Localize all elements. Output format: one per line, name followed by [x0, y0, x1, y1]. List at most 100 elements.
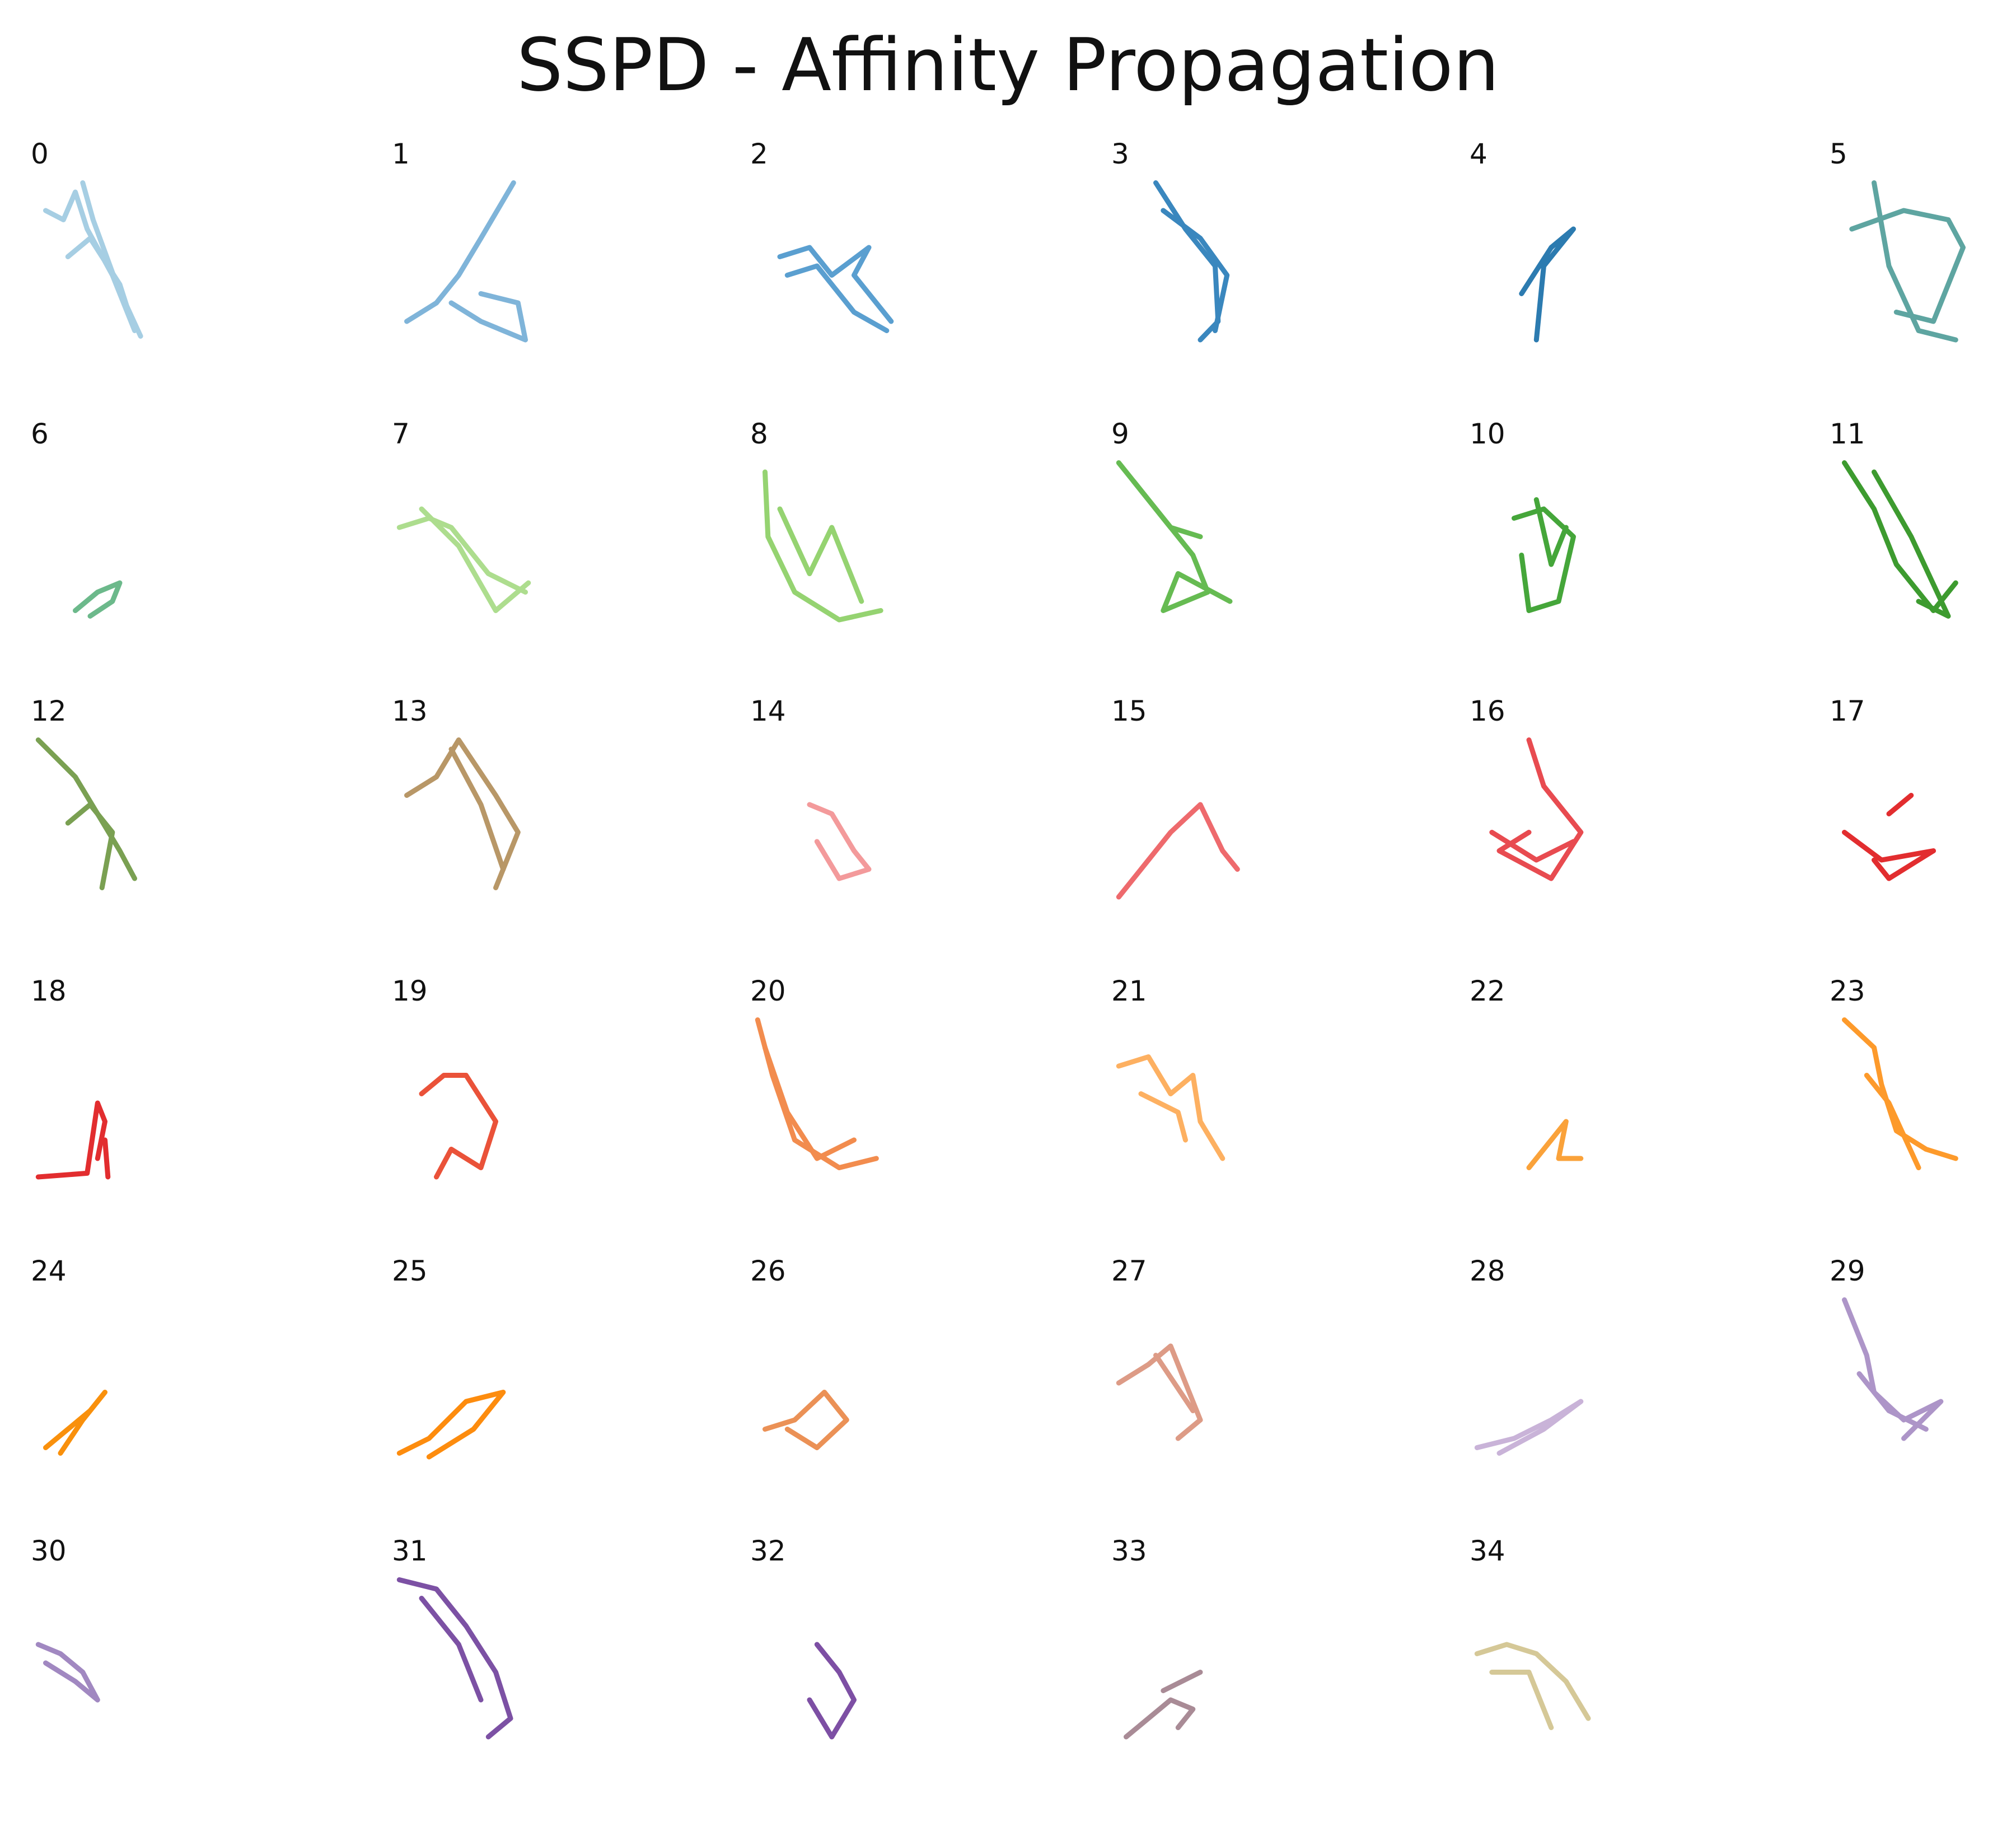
trajectory-line-4-0	[1519, 226, 1576, 343]
trajectory-line-29-1	[1856, 1371, 1929, 1432]
trajectory-line-17-0	[1842, 830, 1936, 881]
cluster-label-20: 20	[750, 975, 786, 1007]
cluster-label-9: 9	[1111, 418, 1129, 450]
trajectory-line-33-0	[1124, 1697, 1196, 1740]
cluster-label-32: 32	[750, 1535, 786, 1567]
trajectory-line-2-1	[784, 263, 890, 333]
trajectory-line-27-0	[1116, 1343, 1203, 1441]
trajectory-line-3-1	[1161, 208, 1230, 333]
cluster-label-21: 21	[1111, 975, 1147, 1007]
cluster-label-27: 27	[1111, 1255, 1147, 1287]
trajectory-line-11-0	[1842, 460, 1958, 613]
cluster-label-17: 17	[1830, 695, 1865, 727]
cluster-label-31: 31	[392, 1535, 428, 1567]
cluster-panel-13: 13	[392, 695, 521, 890]
trajectory-line-13-1	[448, 746, 506, 872]
cluster-panel-14: 14	[750, 695, 872, 881]
cluster-label-23: 23	[1830, 975, 1865, 1007]
trajectory-line-2-0	[777, 245, 894, 324]
trajectory-line-24-0	[43, 1390, 107, 1456]
cluster-panel-30: 30	[31, 1535, 100, 1703]
trajectory-line-0-1	[80, 180, 143, 339]
trajectory-line-22-0	[1526, 1119, 1584, 1170]
trajectory-line-12-1	[65, 802, 115, 890]
cluster-panel-34: 34	[1470, 1535, 1591, 1730]
trajectory-line-27-1	[1153, 1353, 1196, 1413]
cluster-label-29: 29	[1830, 1255, 1865, 1287]
cluster-label-22: 22	[1470, 975, 1505, 1007]
cluster-panel-23: 23	[1830, 975, 1958, 1170]
trajectory-line-7-1	[419, 506, 531, 613]
cluster-label-18: 18	[31, 975, 67, 1007]
cluster-panel-15: 15	[1111, 695, 1240, 900]
cluster-label-6: 6	[31, 418, 49, 450]
trajectory-line-18-0	[35, 1100, 107, 1180]
trajectory-line-34-1	[1489, 1670, 1554, 1730]
trajectory-line-6-0	[73, 580, 123, 619]
cluster-label-2: 2	[750, 138, 768, 170]
cluster-panel-1: 1	[392, 138, 528, 343]
trajectory-line-7-0	[396, 516, 528, 595]
trajectory-line-34-0	[1474, 1642, 1591, 1721]
trajectory-line-5-1	[1872, 180, 1958, 343]
cluster-panel-11: 11	[1830, 418, 1958, 619]
cluster-panel-20: 20	[750, 975, 879, 1170]
trajectory-line-14-0	[807, 802, 872, 881]
cluster-panel-22: 22	[1470, 975, 1584, 1170]
cluster-panel-2: 2	[750, 138, 894, 333]
trajectory-line-23-1	[1864, 1073, 1921, 1170]
trajectory-line-15-0	[1116, 802, 1240, 900]
cluster-panel-4: 4	[1470, 138, 1576, 343]
trajectory-line-17-1	[1886, 793, 1914, 816]
cluster-label-1: 1	[392, 138, 410, 170]
cluster-panel-6: 6	[31, 418, 123, 619]
cluster-label-26: 26	[750, 1255, 786, 1287]
trajectory-line-20-1	[763, 1045, 857, 1161]
cluster-label-0: 0	[31, 138, 49, 170]
cluster-panel-31: 31	[392, 1535, 513, 1740]
cluster-label-13: 13	[392, 695, 428, 727]
cluster-panel-10: 10	[1470, 418, 1576, 613]
cluster-label-15: 15	[1111, 695, 1147, 727]
trajectory-line-31-0	[396, 1577, 513, 1740]
trajectory-line-29-0	[1842, 1297, 1944, 1441]
cluster-panel-18: 18	[31, 975, 111, 1180]
cluster-label-4: 4	[1470, 138, 1488, 170]
trajectory-line-5-0	[1849, 208, 1966, 324]
trajectory-line-16-0	[1496, 737, 1584, 881]
cluster-label-7: 7	[392, 418, 410, 450]
cluster-panel-3: 3	[1111, 138, 1230, 343]
cluster-label-34: 34	[1470, 1535, 1505, 1567]
cluster-label-25: 25	[392, 1255, 428, 1287]
cluster-label-11: 11	[1830, 418, 1865, 450]
cluster-label-10: 10	[1470, 418, 1505, 450]
cluster-panel-17: 17	[1830, 695, 1936, 881]
cluster-panel-9: 9	[1111, 418, 1233, 613]
trajectory-line-23-0	[1842, 1017, 1958, 1161]
cluster-label-33: 33	[1111, 1535, 1147, 1567]
cluster-panel-5: 5	[1830, 138, 1966, 343]
cluster-panel-19: 19	[392, 975, 498, 1180]
cluster-panel-16: 16	[1470, 695, 1584, 881]
trajectory-line-9-1	[1131, 479, 1203, 539]
cluster-label-5: 5	[1830, 138, 1847, 170]
trajectory-line-28-0	[1474, 1399, 1584, 1456]
trajectory-line-8-0	[763, 469, 883, 623]
trajectory-line-21-0	[1116, 1054, 1225, 1161]
cluster-panel-21: 21	[1111, 975, 1225, 1161]
cluster-panel-8: 8	[750, 418, 883, 623]
cluster-label-30: 30	[31, 1535, 67, 1567]
trajectory-line-26-0	[763, 1390, 849, 1450]
trajectory-line-13-0	[404, 737, 521, 890]
cluster-label-14: 14	[750, 695, 786, 727]
trajectory-line-20-0	[755, 1017, 879, 1170]
trajectory-line-11-1	[1872, 469, 1951, 619]
cluster-label-12: 12	[31, 695, 67, 727]
cluster-label-19: 19	[392, 975, 428, 1007]
cluster-panel-27: 27	[1111, 1255, 1203, 1441]
trajectory-line-30-0	[35, 1642, 100, 1703]
cluster-panel-29: 29	[1830, 1255, 1944, 1441]
trajectory-line-33-1	[1161, 1670, 1203, 1693]
trajectory-line-3-0	[1153, 180, 1221, 343]
